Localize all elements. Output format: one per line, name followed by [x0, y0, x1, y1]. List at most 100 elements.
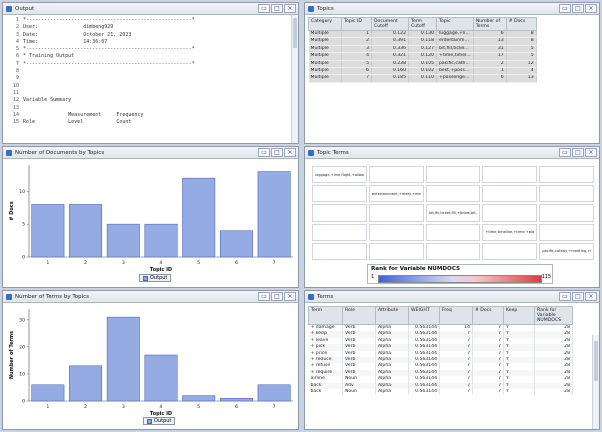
bar[interactable]	[106, 316, 140, 402]
column-header[interactable]: # Docs	[472, 306, 504, 325]
topic-terms-titlebar[interactable]: Topic Terms ▭ □ ×	[305, 147, 599, 159]
column-header[interactable]: # Docs	[505, 17, 537, 31]
table-row[interactable]: + keep Verb Alpha 0.563144 7 7 Y 28	[308, 331, 573, 338]
topic-term-cell[interactable]	[368, 204, 424, 222]
terms-table[interactable]: Term Role Attribute WEIGHT Freq # Docs Keep Ran…	[308, 306, 573, 396]
column-header[interactable]: Term Cutoff	[408, 17, 437, 31]
docs-bar-chart[interactable]: 0 5 10 1 2 3 4 5 6 7 Topic ID # Docs	[3, 159, 298, 287]
column-header[interactable]: Role	[342, 306, 376, 325]
maximize-button[interactable]: □	[572, 292, 584, 301]
bar[interactable]	[106, 223, 140, 258]
minimize-button[interactable]: ▭	[258, 4, 270, 13]
close-button[interactable]: ×	[284, 148, 296, 157]
bar[interactable]	[257, 384, 291, 402]
table-row[interactable]: + reduce Verb Alpha 0.563144 7 7 Y 28	[308, 357, 573, 364]
topic-term-cell[interactable]	[482, 204, 538, 222]
table-row[interactable]: + require Verb Alpha 0.563144 7 7 Y 28	[308, 369, 573, 377]
minimize-button[interactable]: ▭	[559, 148, 571, 157]
topic-term-cell[interactable]	[425, 223, 481, 241]
terms-bar-chart[interactable]: 0 10 20 30 1 2 3 4 5 6 7 Topic ID Number of Terms	[3, 303, 298, 429]
table-row[interactable]: + price Verb Alpha 0.563144 7 7 Y 28	[308, 350, 573, 358]
column-header[interactable]: Attribute	[375, 306, 409, 325]
topic-term-cell[interactable]	[482, 185, 538, 203]
column-header[interactable]: Rank for Variable NUMDOCS	[534, 306, 573, 325]
bar[interactable]	[31, 384, 65, 402]
close-button[interactable]: ×	[284, 4, 296, 13]
terms-vertical-scrollbar[interactable]	[592, 335, 599, 429]
maximize-button[interactable]: □	[271, 148, 283, 157]
close-button[interactable]: ×	[284, 292, 296, 301]
column-header[interactable]: Term	[308, 306, 343, 325]
column-header[interactable]: WEIGHT	[408, 306, 440, 325]
topic-term-cell[interactable]	[368, 242, 424, 260]
table-row[interactable]: back Noun Alpha 0.563144 7 7 Y 28	[308, 389, 573, 396]
topic-term-cell[interactable]	[539, 166, 594, 184]
maximize-button[interactable]: □	[271, 4, 283, 13]
table-row[interactable]: + damage Verb Alpha 0.563144 14 7 Y 28	[308, 324, 573, 332]
column-header[interactable]: Topic ID	[341, 17, 372, 31]
topic-term-cell[interactable]	[539, 223, 594, 241]
close-button[interactable]: ×	[585, 148, 597, 157]
bar[interactable]	[182, 395, 216, 402]
table-row[interactable]: + pick Verb Alpha 0.563144 7 7 Y 28	[308, 344, 573, 351]
topic-terms-matrix[interactable]: luggage,+line,flight,+allow,flight entert…	[311, 165, 595, 261]
topics-table[interactable]: Category Topic ID Document Cutoff Term Cuto…	[308, 17, 537, 83]
table-row[interactable]: Multiple 2 0.391 0.118 entertainm... 13 8	[308, 37, 537, 46]
topic-term-cell[interactable]: luggage,+line,flight,+allow,flight	[312, 166, 367, 184]
maximize-button[interactable]: □	[271, 292, 283, 301]
table-row[interactable]: + refuse Verb Alpha 0.563144 7 7 Y 28	[308, 363, 573, 370]
topic-term-cell[interactable]	[482, 166, 538, 184]
chart1-legend[interactable]: Output	[139, 274, 172, 282]
table-row[interactable]: + leave Verb Alpha 0.563144 7 7 Y 28	[308, 337, 573, 345]
column-header[interactable]: Topic	[436, 17, 474, 31]
bar[interactable]	[69, 365, 103, 402]
chart1-titlebar[interactable]: Number of Documents by Topics ▭ □ ×	[3, 147, 298, 159]
column-header[interactable]: Category	[308, 17, 342, 31]
topic-term-cell[interactable]	[368, 223, 424, 241]
topic-term-cell[interactable]	[425, 166, 481, 184]
maximize-button[interactable]: □	[572, 4, 584, 13]
table-row[interactable]: Multiple 7 0.185 0.110 +passenge... 6 13	[308, 74, 537, 83]
topic-term-cell[interactable]	[312, 204, 367, 222]
bar[interactable]	[219, 230, 253, 258]
minimize-button[interactable]: ▭	[559, 292, 571, 301]
bar[interactable]	[69, 204, 103, 258]
bar[interactable]	[144, 223, 178, 258]
topic-term-cell[interactable]	[312, 185, 367, 203]
bar[interactable]	[219, 398, 253, 402]
topic-term-cell[interactable]	[368, 166, 424, 184]
bar[interactable]	[144, 354, 178, 402]
minimize-button[interactable]: ▭	[258, 292, 270, 301]
bar[interactable]	[182, 177, 216, 258]
topic-term-cell[interactable]: entertainment,+meal,+meal	[368, 185, 424, 203]
column-header[interactable]: Keep	[503, 306, 535, 325]
column-header[interactable]: Freq	[439, 306, 473, 325]
table-row[interactable]: Multiple 4 0.321 0.120 +time,timel... 17 5	[308, 52, 537, 61]
chart2-legend[interactable]: Output	[143, 417, 176, 425]
bar[interactable]	[31, 204, 65, 258]
topic-term-cell[interactable]: +time,timeline,+time,+plan,value,+bookin…	[482, 223, 538, 241]
column-header[interactable]: Number of Terms	[472, 17, 507, 31]
topic-term-cell[interactable]	[312, 242, 367, 260]
topic-term-cell[interactable]	[425, 185, 481, 203]
chart2-titlebar[interactable]: Number of Terms by Topics ▭ □ ×	[3, 291, 298, 303]
close-button[interactable]: ×	[585, 4, 597, 13]
minimize-button[interactable]: ▭	[258, 148, 270, 157]
table-row[interactable]: Multiple 1 0.122 0.130 luggage,+li... 6 8	[308, 30, 537, 39]
column-header[interactable]: Document Cutoff	[371, 17, 409, 31]
close-button[interactable]: ×	[585, 292, 597, 301]
topic-term-cell[interactable]: pacific,cathay,+meeting,+ro	[539, 242, 594, 260]
minimize-button[interactable]: ▭	[559, 4, 571, 13]
table-row[interactable]: airline Noun Alpha 0.563144 7 7 Y 28	[308, 376, 573, 383]
topic-term-cell[interactable]	[539, 204, 594, 222]
topic-term-cell[interactable]: bit,fill,ticket,fill,+ticket,bit,	[425, 204, 481, 222]
terms-titlebar[interactable]: Terms ▭ □ ×	[305, 291, 599, 303]
output-titlebar[interactable]: Output ▭ □ ×	[3, 3, 298, 15]
table-row[interactable]: back Adv Alpha 0.563144 7 7 Y 28	[308, 382, 573, 390]
bar[interactable]	[257, 171, 291, 258]
output-vertical-scrollbar[interactable]	[291, 15, 298, 143]
maximize-button[interactable]: □	[572, 148, 584, 157]
topic-term-cell[interactable]	[312, 223, 367, 241]
table-row[interactable]: Multiple 5 0.238 0.105 pacific,cath... 2 12	[308, 60, 537, 69]
topic-term-cell[interactable]	[425, 242, 481, 260]
